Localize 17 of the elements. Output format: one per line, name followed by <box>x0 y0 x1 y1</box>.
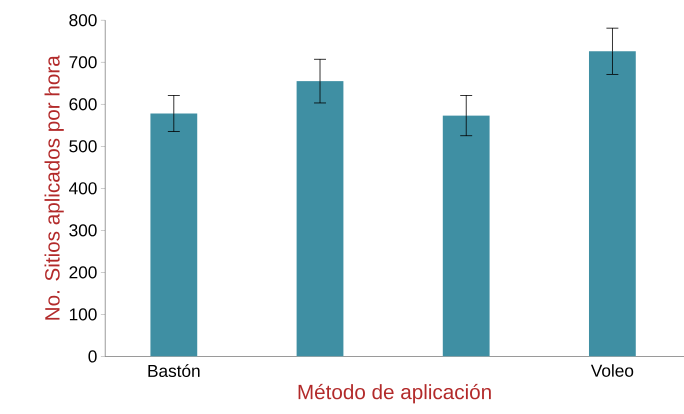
y-tick-label: 800 <box>69 14 97 26</box>
y-tick-label: 100 <box>70 308 97 320</box>
y-tick-label: 700 <box>70 56 97 68</box>
y-tick-label: 500 <box>69 140 97 152</box>
y-tick-label: 300 <box>69 224 97 236</box>
x-tick-label: Bastón <box>148 364 200 378</box>
y-tick-label: 600 <box>70 98 97 110</box>
bar <box>150 113 198 356</box>
bar <box>588 51 636 356</box>
x-tick-label: Voleo <box>590 364 634 377</box>
bar <box>442 116 490 356</box>
y-tick-label: 400 <box>69 182 97 194</box>
y-axis-title: No. Sitios aplicados por hora <box>44 55 64 320</box>
y-tick-label: 200 <box>69 266 97 278</box>
y-tick-label: 0 <box>88 350 97 362</box>
x-axis-title: Método de aplicación <box>298 384 491 404</box>
bar <box>296 81 344 356</box>
